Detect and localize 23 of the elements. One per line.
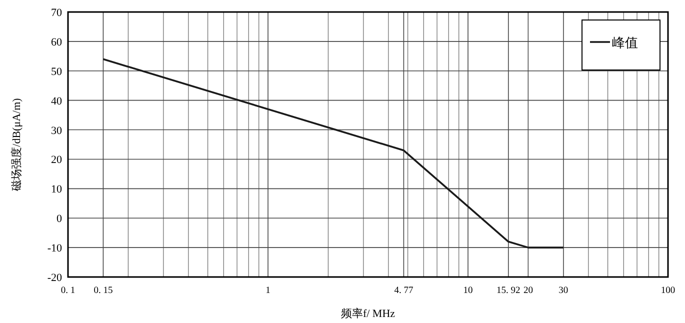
y-tick-label: -20 (47, 272, 62, 284)
y-tick-label: 60 (51, 36, 62, 48)
y-axis-title: 磁场强度/dB(μA/m) (10, 98, 23, 192)
x-tick-label: 1 (266, 286, 271, 296)
y-tick-label: 70 (51, 7, 62, 19)
y-tick-label: 50 (51, 66, 62, 78)
legend-label: 峰值 (612, 35, 638, 50)
x-tick-label: 4. 77 (394, 286, 414, 296)
y-tick-label: -10 (47, 242, 62, 255)
x-tick-label: 0. 1 (60, 286, 76, 296)
x-tick-label: 10 (463, 286, 473, 296)
y-tick-label: 20 (51, 154, 62, 166)
y-tick-label: 40 (51, 95, 62, 108)
x-tick-label: 0. 15 (94, 286, 113, 296)
y-tick-label: 10 (51, 184, 62, 196)
y-tick-label: 30 (51, 124, 62, 137)
x-tick-label: 100 (660, 286, 676, 296)
x-tick-label: 30 (558, 286, 568, 296)
y-tick-label: 0 (56, 213, 62, 226)
x-tick-label: 20 (523, 286, 534, 296)
x-tick-label: 15. 92 (496, 286, 521, 296)
x-axis-title: 频率f/ MHz (340, 307, 396, 320)
legend: 峰值 (582, 20, 660, 70)
